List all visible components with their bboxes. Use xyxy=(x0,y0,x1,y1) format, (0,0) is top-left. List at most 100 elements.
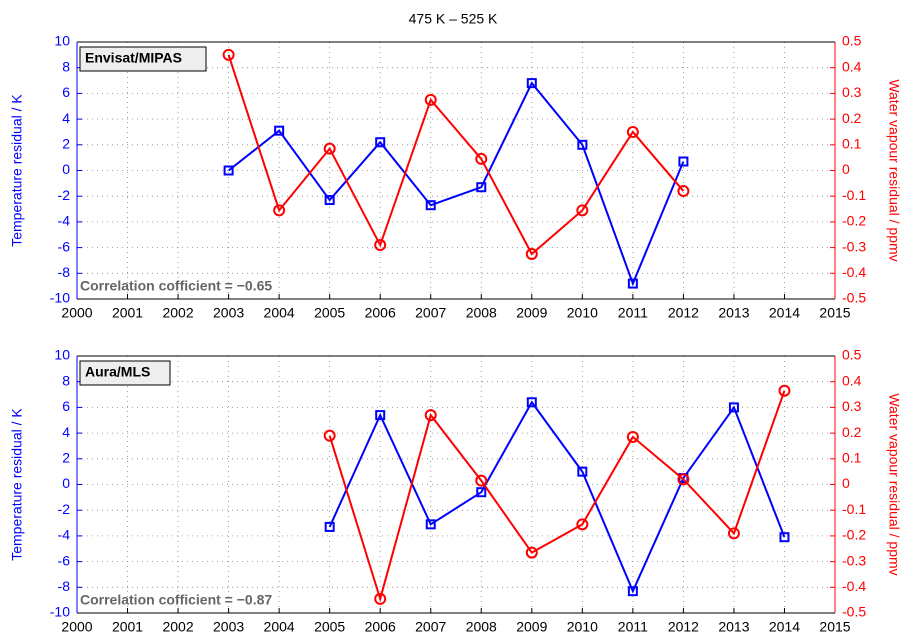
y-tick-label: -10 xyxy=(50,604,70,620)
marker xyxy=(728,402,739,413)
x-tick-label: 2002 xyxy=(162,305,193,321)
y-tick-label: 8 xyxy=(62,372,70,388)
x-tick-label: 2012 xyxy=(668,619,699,635)
y-tick-label: -6 xyxy=(58,552,71,568)
y2-axis-label: Water vapour residual / ppmv xyxy=(886,393,902,575)
x-tick-label: 2011 xyxy=(618,305,648,321)
x-tick-label: 2015 xyxy=(819,305,850,321)
marker xyxy=(525,546,538,559)
x-tick-label: 2004 xyxy=(264,619,295,635)
x-tick-label: 2001 xyxy=(112,619,143,635)
y-tick-label: -8 xyxy=(58,264,71,280)
series-line xyxy=(227,54,685,256)
marker xyxy=(273,204,286,217)
y-tick-label: 2 xyxy=(62,136,70,152)
y-tick-label: 2 xyxy=(62,450,70,466)
marker xyxy=(424,93,437,106)
x-tick-label: 2000 xyxy=(61,619,92,635)
y2-tick-label: 0.4 xyxy=(842,372,862,388)
y2-tick-label: 0.3 xyxy=(842,398,862,414)
y-tick-label: 10 xyxy=(54,33,70,49)
y-tick-label: 0 xyxy=(62,161,70,177)
marker xyxy=(374,592,387,605)
series-line xyxy=(328,390,786,603)
y-tick-label: -8 xyxy=(58,578,71,594)
annotation: Correlation cofficient = −0.87 xyxy=(80,592,272,608)
y2-tick-label: -0.1 xyxy=(842,501,866,517)
y-tick-label: -4 xyxy=(58,213,71,229)
marker xyxy=(526,397,537,408)
y2-tick-label: 0 xyxy=(842,161,850,177)
marker xyxy=(476,182,487,193)
x-tick-label: 2000 xyxy=(61,305,92,321)
marker xyxy=(677,185,690,198)
marker xyxy=(626,125,639,138)
y-tick-label: 8 xyxy=(62,58,70,74)
marker xyxy=(323,429,336,442)
y2-tick-label: -0.3 xyxy=(842,552,866,568)
y2-tick-label: 0.2 xyxy=(842,110,862,126)
marker xyxy=(475,474,488,487)
marker xyxy=(677,473,690,486)
panel-label: Envisat/MIPAS xyxy=(85,50,182,66)
y2-tick-label: -0.5 xyxy=(842,290,866,306)
y-axis-label: Temperature residual / K xyxy=(9,94,25,247)
x-tick-label: 2008 xyxy=(466,619,497,635)
marker xyxy=(576,518,589,531)
x-tick-label: 2005 xyxy=(314,305,345,321)
y2-tick-label: 0 xyxy=(842,475,850,491)
marker xyxy=(475,152,488,165)
x-tick-label: 2005 xyxy=(314,619,345,635)
marker xyxy=(323,142,336,155)
marker xyxy=(627,586,638,597)
marker xyxy=(222,48,235,61)
marker xyxy=(526,78,537,89)
marker xyxy=(476,487,487,498)
marker xyxy=(627,278,638,289)
x-tick-label: 2006 xyxy=(365,619,396,635)
y-tick-label: 0 xyxy=(62,475,70,491)
x-tick-label: 2010 xyxy=(567,619,598,635)
marker xyxy=(274,125,285,136)
x-tick-label: 2013 xyxy=(718,305,749,321)
x-tick-label: 2003 xyxy=(213,305,244,321)
y2-tick-label: -0.4 xyxy=(842,264,866,280)
x-tick-label: 2014 xyxy=(769,619,800,635)
y2-tick-label: -0.3 xyxy=(842,238,866,254)
y-tick-label: -10 xyxy=(50,290,70,306)
x-tick-label: 2004 xyxy=(264,305,295,321)
x-tick-label: 2003 xyxy=(213,619,244,635)
marker xyxy=(425,200,436,211)
marker xyxy=(576,204,589,217)
figure-title: 475 K – 525 K xyxy=(409,11,498,27)
y2-tick-label: -0.5 xyxy=(842,604,866,620)
y2-tick-label: -0.2 xyxy=(842,527,866,543)
x-tick-label: 2009 xyxy=(516,619,547,635)
x-tick-label: 2006 xyxy=(365,305,396,321)
series-line xyxy=(328,400,786,594)
x-tick-label: 2015 xyxy=(819,619,850,635)
y2-tick-label: -0.2 xyxy=(842,213,866,229)
y-tick-label: 4 xyxy=(62,424,70,440)
y2-tick-label: 0.5 xyxy=(842,347,862,363)
marker xyxy=(626,430,639,443)
marker xyxy=(727,527,740,540)
y2-tick-label: 0.1 xyxy=(842,136,862,152)
marker xyxy=(425,519,436,530)
marker xyxy=(678,156,689,167)
x-tick-label: 2007 xyxy=(415,305,446,321)
x-tick-label: 2009 xyxy=(516,305,547,321)
x-tick-label: 2007 xyxy=(415,619,446,635)
marker xyxy=(223,165,234,176)
y2-tick-label: 0.4 xyxy=(842,58,862,74)
x-tick-label: 2013 xyxy=(718,619,749,635)
x-tick-label: 2008 xyxy=(466,305,497,321)
x-tick-label: 2011 xyxy=(618,619,648,635)
marker xyxy=(324,195,335,206)
y2-tick-label: 0.3 xyxy=(842,84,862,100)
y-tick-label: 10 xyxy=(54,347,70,363)
y2-tick-label: 0.1 xyxy=(842,450,862,466)
panel-label-box xyxy=(79,46,207,72)
y-tick-label: -6 xyxy=(58,238,71,254)
marker xyxy=(424,409,437,422)
